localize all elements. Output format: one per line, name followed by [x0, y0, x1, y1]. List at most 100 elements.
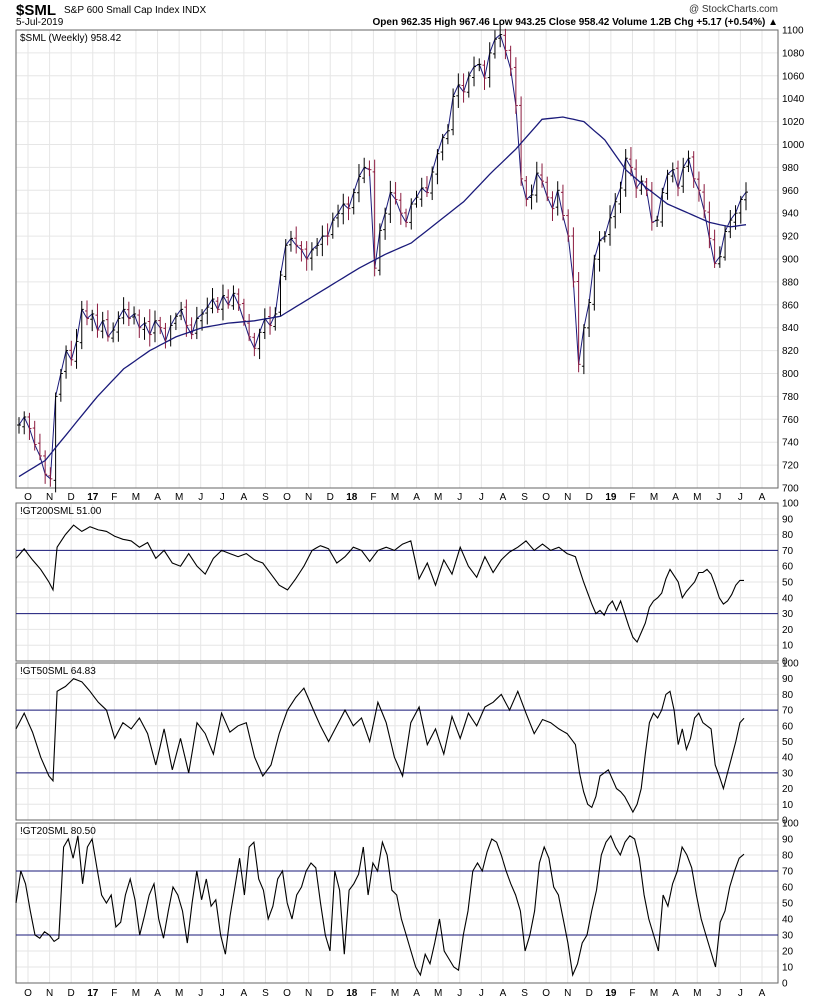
ohlc-bar: [566, 209, 571, 242]
ohlc-bar: [503, 28, 508, 60]
ohlc-bar: [676, 160, 681, 197]
y-tick-label: 40: [782, 593, 794, 604]
ohlc-bar: [592, 254, 597, 311]
ohlc-bar: [346, 196, 351, 221]
ohlc-bar: [226, 289, 231, 309]
y-tick-label: 50: [782, 578, 794, 589]
ohlc-bar: [158, 316, 163, 335]
ohlc-bar: [492, 30, 497, 59]
ohlc-bar: [362, 157, 367, 184]
x-tick-label: A: [672, 988, 679, 999]
ohlc-bar: [137, 309, 142, 338]
y-tick-label: 80: [782, 690, 794, 701]
ohlc-bar: [508, 45, 513, 76]
ohlc-bar: [519, 96, 524, 186]
ohlc-bar: [424, 176, 429, 197]
y-tick-label: 30: [782, 931, 794, 942]
y-tick-label: 720: [782, 461, 799, 472]
ohlc-bar: [414, 190, 419, 208]
ohlc-bar: [738, 195, 743, 224]
ohlc-bar: [184, 299, 189, 337]
y-tick-label: 90: [782, 674, 794, 685]
x-tick-label: O: [24, 988, 32, 999]
x-tick-label: M: [434, 988, 442, 999]
ohlc-bar: [299, 241, 304, 262]
ohlc-bar: [74, 328, 79, 369]
ohlc-bar: [111, 322, 116, 343]
y-tick-label: 0: [782, 979, 788, 990]
ohlc-bar: [351, 188, 356, 215]
ohlc-bar: [189, 317, 194, 340]
ohlc-bar: [100, 311, 105, 339]
panel-label: !GT200SML 51.00: [20, 506, 102, 517]
ohlc-bar: [550, 191, 555, 222]
ohlc-bar: [717, 246, 722, 268]
ohlc-bar: [142, 317, 147, 340]
y-tick-label: 10: [782, 963, 794, 974]
x-tick-label: N: [46, 988, 53, 999]
ohlc-bar: [655, 215, 660, 227]
panel-frame: [15, 662, 779, 821]
y-tick-label: 760: [782, 415, 799, 426]
x-tick-label: 17: [87, 988, 99, 999]
x-tick-label: O: [542, 492, 550, 503]
x-tick-label: S: [521, 492, 528, 503]
y-tick-label: 960: [782, 186, 799, 197]
ohlc-bar: [288, 230, 293, 252]
x-tick-label: A: [413, 988, 420, 999]
x-tick-label: N: [305, 492, 312, 503]
ohlc-bar: [487, 42, 492, 88]
x-tick-label: M: [650, 988, 658, 999]
x-tick-label: M: [693, 492, 701, 503]
ohlc-bar: [315, 238, 320, 257]
x-tick-label: J: [738, 492, 743, 503]
y-tick-label: 50: [782, 737, 794, 748]
ohlc-bar: [205, 297, 210, 325]
ohlc-bar: [215, 297, 220, 314]
ohlc-bar: [613, 193, 618, 229]
ohlc-bar: [320, 225, 325, 257]
ohlc-bar: [545, 176, 550, 202]
ohlc-bar: [477, 58, 482, 72]
x-tick-label: F: [629, 988, 635, 999]
x-tick-label: D: [586, 988, 593, 999]
x-tick-label: A: [672, 492, 679, 503]
ohlc-bar: [105, 310, 110, 342]
chart-symbol: $SML: [16, 2, 57, 19]
stockcharts-credit: @ StockCharts.com: [688, 4, 778, 15]
ohlc-bar: [121, 297, 126, 325]
ohlc-bar: [529, 184, 534, 210]
x-tick-label: J: [198, 492, 203, 503]
ohlc-bar: [744, 182, 748, 211]
ohlc-bar: [64, 345, 69, 379]
moving-average-line: [18, 116, 747, 478]
ohlc-bar: [147, 309, 152, 347]
y-tick-label: 100: [782, 499, 799, 510]
y-tick-label: 30: [782, 609, 794, 620]
x-tick-label: J: [220, 492, 225, 503]
x-tick-label: M: [175, 988, 183, 999]
x-tick-label: M: [434, 492, 442, 503]
ohlc-bar: [84, 300, 89, 326]
y-tick-label: 40: [782, 915, 794, 926]
ohlc-bar: [618, 181, 623, 214]
x-tick-label: J: [457, 492, 462, 503]
y-tick-label: 0: [782, 657, 788, 668]
ohlc-bar: [660, 187, 665, 227]
x-tick-label: O: [283, 988, 291, 999]
ohlc-bar: [524, 176, 529, 207]
y-tick-label: 90: [782, 835, 794, 846]
x-tick-label: F: [111, 492, 117, 503]
x-tick-label: J: [716, 988, 721, 999]
y-tick-label: 60: [782, 562, 794, 573]
x-tick-label: M: [132, 492, 140, 503]
ohlc-bar: [435, 149, 440, 185]
ohlc-bar: [576, 272, 581, 373]
ohlc-bar: [194, 306, 199, 340]
ohlc-bar: [43, 450, 48, 484]
ohlc-bar: [278, 270, 283, 317]
breadth-line: [15, 678, 745, 814]
ohlc-bar: [419, 177, 424, 207]
ohlc-bar: [220, 284, 225, 321]
price-line: [18, 33, 747, 480]
